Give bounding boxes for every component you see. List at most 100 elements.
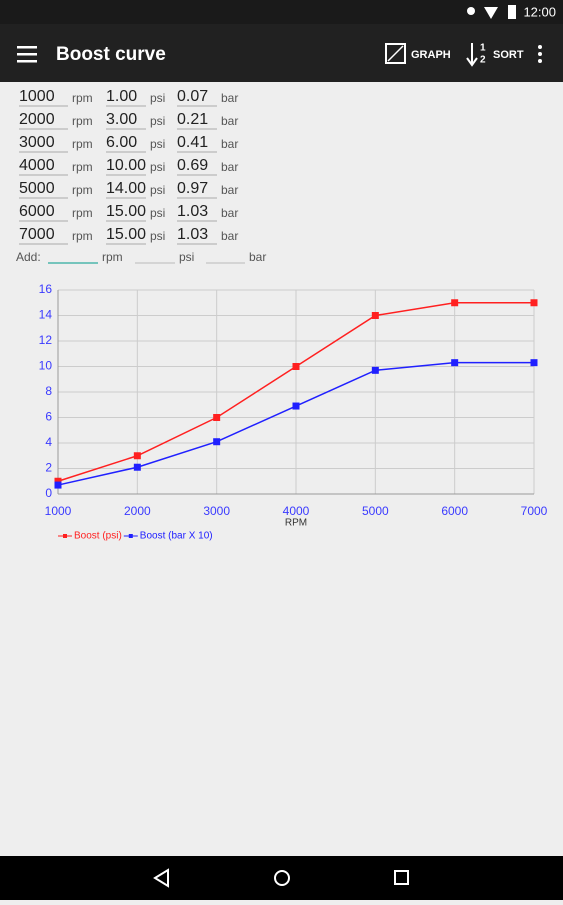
cell-unit: psi — [150, 114, 165, 128]
status-time: 12:00 — [523, 4, 556, 19]
cell-value[interactable]: 4000 — [19, 157, 55, 174]
point — [530, 359, 538, 367]
x-axis-label: RPM — [285, 518, 307, 529]
cell-unit: rpm — [72, 137, 93, 151]
cell-unit: rpm — [72, 160, 93, 174]
point — [133, 463, 141, 471]
point — [371, 312, 379, 319]
point — [530, 299, 538, 307]
cell-unit: psi — [150, 229, 165, 243]
y-tick-label: 12 — [39, 333, 53, 347]
x-tick-label: 7000 — [521, 504, 548, 518]
cell-value[interactable]: 6000 — [19, 203, 55, 220]
y-tick-label: 10 — [39, 359, 53, 373]
cell-unit: psi — [150, 206, 165, 220]
cell-unit: rpm — [72, 229, 93, 243]
graph-label[interactable]: GRAPH — [411, 49, 451, 61]
toolbar — [0, 24, 563, 82]
cell-value[interactable]: 2000 — [19, 111, 55, 128]
point — [451, 359, 459, 367]
cell-value[interactable]: 0.41 — [177, 134, 208, 151]
point — [54, 477, 62, 485]
cell-unit: bar — [221, 91, 238, 105]
x-tick-label: 3000 — [203, 504, 230, 518]
menu-button[interactable] — [17, 46, 37, 63]
cell-value[interactable]: 15.00 — [106, 226, 146, 243]
point — [213, 414, 221, 421]
cell-value[interactable]: 5000 — [19, 180, 55, 197]
cell-value[interactable]: 1.03 — [177, 203, 208, 220]
add-unit: psi — [179, 250, 194, 264]
cell-unit: rpm — [72, 206, 93, 220]
legend-marker — [63, 534, 67, 538]
cell-unit: rpm — [72, 183, 93, 197]
cell-value[interactable]: 10.00 — [106, 157, 146, 174]
cell-value[interactable]: 0.97 — [177, 180, 208, 197]
cell-value[interactable]: 14.00 — [106, 180, 146, 197]
chart: 0 2 4 6 8 10 12 14 16 1000 2000 3000 4000 5000 6000 700… — [39, 282, 548, 541]
point — [133, 452, 141, 460]
cell-unit: bar — [221, 229, 238, 243]
point — [213, 438, 221, 446]
graph-button[interactable]: GRAPH — [385, 43, 451, 64]
cell-value[interactable]: 0.07 — [177, 88, 208, 105]
cell-unit: psi — [150, 160, 165, 174]
wifi-icon — [484, 7, 498, 19]
cell-value[interactable]: 3.00 — [106, 111, 137, 128]
cell-value[interactable]: 7000 — [19, 226, 55, 243]
legend-label: Boost (bar X 10) — [140, 531, 213, 542]
point — [54, 481, 62, 489]
status-bar — [0, 0, 563, 24]
svg-text:2: 2 — [480, 55, 486, 66]
add-unit: bar — [249, 250, 266, 264]
add-label: Add: — [16, 250, 41, 264]
x-tick-label: 4000 — [283, 504, 310, 518]
cell-unit: psi — [150, 137, 165, 151]
sort-button[interactable]: 1 2 SORT — [466, 43, 524, 67]
x-tick-label: 1000 — [45, 504, 72, 518]
y-tick-label: 16 — [39, 282, 53, 296]
cell-unit: psi — [150, 91, 165, 105]
y-tick-label: 2 — [45, 461, 52, 475]
cell-value[interactable]: 1000 — [19, 88, 55, 105]
cell-value[interactable]: 6.00 — [106, 134, 137, 151]
y-tick-label: 6 — [45, 410, 52, 424]
boost-table: 1000 rpm 1.00 psi 0.07 bar 2000 rpm 3.00 psi 0.21 b… — [16, 88, 266, 264]
cell-unit: psi — [150, 183, 165, 197]
legend-marker — [128, 534, 133, 538]
toolbar-title: Boost curve — [56, 44, 166, 65]
x-tick-label: 2000 — [124, 504, 151, 518]
cell-value[interactable]: 1.00 — [106, 88, 137, 105]
point — [292, 402, 300, 410]
overflow-menu[interactable] — [538, 45, 542, 63]
cell-unit: bar — [221, 206, 238, 220]
point — [292, 363, 300, 370]
legend-label: Boost (psi) — [74, 531, 122, 542]
cell-unit: bar — [221, 183, 238, 197]
point — [451, 299, 459, 307]
y-tick-label: 0 — [45, 486, 52, 500]
nav-bar — [0, 856, 563, 900]
y-tick-label: 8 — [45, 384, 52, 398]
battery-icon — [508, 5, 516, 19]
x-tick-label: 5000 — [362, 504, 389, 518]
recents-button[interactable] — [394, 870, 409, 885]
cell-unit: bar — [221, 137, 238, 151]
cell-unit: rpm — [72, 114, 93, 128]
home-button[interactable] — [274, 870, 290, 886]
y-tick-label: 4 — [45, 435, 52, 449]
x-tick-label: 6000 — [441, 504, 468, 518]
cell-value[interactable]: 0.69 — [177, 157, 208, 174]
cell-value[interactable]: 15.00 — [106, 203, 146, 220]
sort-label[interactable]: SORT — [493, 49, 524, 61]
cell-value[interactable]: 0.21 — [177, 111, 208, 128]
back-button[interactable] — [153, 868, 169, 888]
cell-value[interactable]: 1.03 — [177, 226, 208, 243]
cell-value[interactable]: 3000 — [19, 134, 55, 151]
cell-unit: bar — [221, 160, 238, 174]
location-icon — [467, 7, 475, 15]
svg-text:1: 1 — [480, 43, 486, 54]
